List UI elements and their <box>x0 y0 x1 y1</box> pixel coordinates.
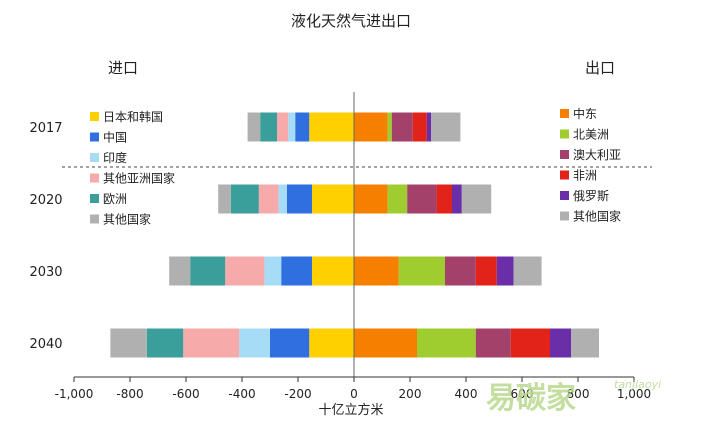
import-bar-2017 <box>277 112 289 142</box>
legend-label: 北美洲 <box>573 128 609 142</box>
export-bar-2017 <box>426 112 431 142</box>
export-bar-2020 <box>387 184 408 214</box>
import-bar-2017 <box>247 112 261 142</box>
legend-label: 其他国家 <box>103 212 151 227</box>
legend-label: 其他国家 <box>573 209 621 224</box>
import-bar-2040 <box>270 328 310 358</box>
x-axis: -1,000 -800 -600 -400 -200 0 200 400 600 800 1,000 <box>55 376 651 401</box>
import-bar-2030 <box>312 256 354 286</box>
watermark-sub: tanjiaoyi <box>614 378 661 391</box>
legend-swatch <box>90 173 99 183</box>
export-bar-2017 <box>412 112 427 142</box>
import-bar-2040 <box>183 328 240 358</box>
export-bar-2017 <box>387 112 392 142</box>
import-bar-2017 <box>295 112 310 142</box>
import-bar-2040 <box>146 328 184 358</box>
export-bar-2017 <box>431 112 461 142</box>
legend-swatch <box>90 112 99 121</box>
export-bar-2030 <box>513 256 542 286</box>
export-bar-2017 <box>391 112 413 142</box>
legend-swatch <box>560 170 569 180</box>
import-bar-2030 <box>225 256 265 286</box>
export-bar-2030 <box>475 256 497 286</box>
import-bar-2017 <box>309 112 354 142</box>
export-bar-2020 <box>436 184 452 214</box>
legend-swatch <box>90 153 99 162</box>
export-bar-2020 <box>461 184 492 214</box>
export-bar-2040 <box>417 328 476 358</box>
export-bar-2017 <box>354 112 388 142</box>
export-group-label: 出口 <box>585 59 615 77</box>
export-bar-2030 <box>496 256 514 286</box>
x-tick-label: -800 <box>116 387 143 401</box>
x-tick-label: -1,000 <box>55 387 94 401</box>
x-axis-label: 十亿立方米 <box>318 402 383 418</box>
x-tick-label: -200 <box>284 387 311 401</box>
import-bar-2017 <box>288 112 296 142</box>
export-bar-2020 <box>452 184 462 214</box>
legend-label: 中国 <box>103 130 127 145</box>
bars-layer <box>62 92 652 377</box>
export-bar-2020 <box>407 184 437 214</box>
watermark-logo: 易碳家 <box>486 381 576 416</box>
import-bar-2020 <box>230 184 259 214</box>
legend-swatch <box>90 214 99 224</box>
import-group-label: 进口 <box>108 59 138 77</box>
x-tick-label: 600 <box>511 387 534 401</box>
legend-label: 日本和韩国 <box>103 109 163 124</box>
legend-swatch <box>90 132 99 142</box>
legend-label: 非洲 <box>573 169 597 183</box>
x-tick-label: 400 <box>455 387 478 401</box>
x-tick-label: -400 <box>228 387 255 401</box>
export-bar-2040 <box>571 328 599 358</box>
legend-label: 其他亚洲国家 <box>103 171 175 186</box>
category-label: 2030 <box>29 265 62 280</box>
import-bar-2020 <box>278 184 287 214</box>
import-bar-2040 <box>309 328 354 358</box>
export-bar-2040 <box>550 328 571 358</box>
export-bar-2020 <box>354 184 388 214</box>
category-label: 2020 <box>29 193 62 208</box>
category-labels: 2017 2020 2030 2040 <box>29 121 62 352</box>
legend-label: 中东 <box>573 106 597 121</box>
x-tick-label: -600 <box>172 387 199 401</box>
legend-swatch <box>560 191 569 200</box>
x-tick-label: 0 <box>350 387 358 401</box>
import-bar-2040 <box>110 328 147 358</box>
import-bar-2030 <box>281 256 312 286</box>
legend-label: 俄罗斯 <box>573 189 609 203</box>
import-bar-2030 <box>190 256 226 286</box>
category-label: 2017 <box>29 121 62 136</box>
import-bar-2030 <box>169 256 191 286</box>
import-bar-2020 <box>218 184 231 214</box>
x-tick-label: 200 <box>399 387 422 401</box>
category-label: 2040 <box>29 337 62 352</box>
export-bar-2040 <box>510 328 550 358</box>
export-bar-2040 <box>354 328 417 358</box>
legend-swatch <box>560 129 569 139</box>
import-bar-2030 <box>264 256 282 286</box>
import-bar-2020 <box>258 184 279 214</box>
legend-label: 澳大利亚 <box>573 148 621 162</box>
import-bar-2017 <box>260 112 277 142</box>
export-bar-2030 <box>398 256 445 286</box>
export-bar-2030 <box>445 256 476 286</box>
export-bar-2040 <box>475 328 511 358</box>
x-tick-label: 1,000 <box>617 387 651 401</box>
legend-label: 印度 <box>103 150 127 165</box>
legend-label: 欧洲 <box>103 192 127 206</box>
legend-swatch <box>560 109 569 118</box>
chart-title: 液化天然气进出口 <box>291 12 411 30</box>
x-tick-label: 800 <box>567 387 590 401</box>
legend-swatch <box>90 194 99 203</box>
import-bar-2020 <box>286 184 312 214</box>
import-bar-2040 <box>239 328 270 358</box>
import-bar-2020 <box>312 184 354 214</box>
legend-swatch <box>560 150 569 159</box>
export-bar-2030 <box>354 256 399 286</box>
legend-swatch <box>560 211 569 221</box>
